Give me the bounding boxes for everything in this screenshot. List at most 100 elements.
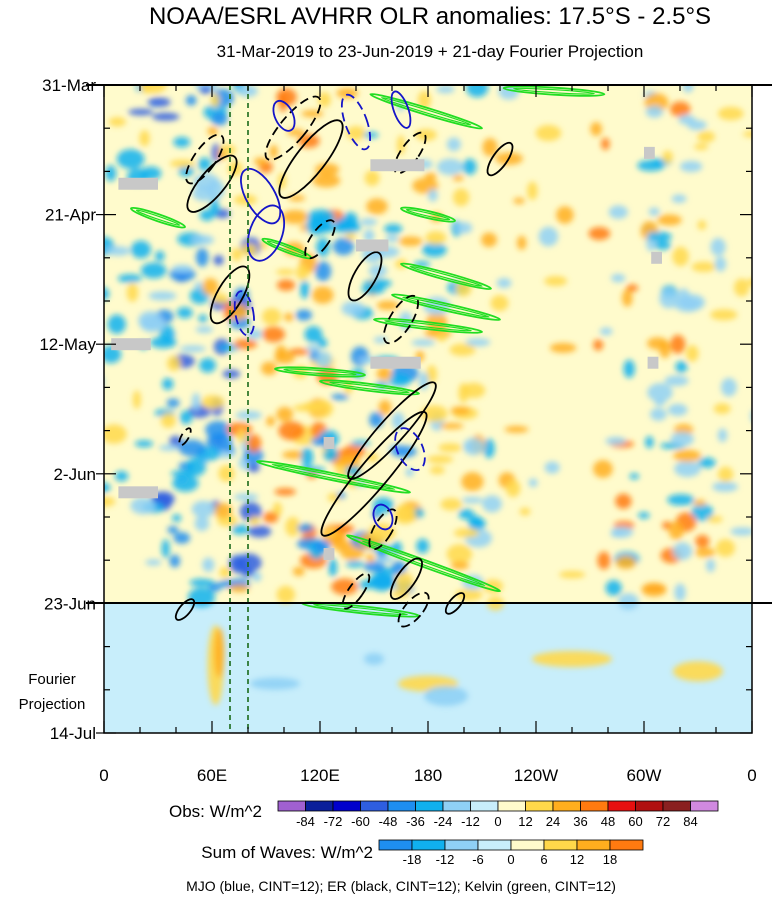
missing-data-patch — [323, 436, 335, 449]
anomaly-blob — [306, 344, 319, 352]
er-contour — [209, 265, 251, 325]
anomaly-blob — [218, 465, 235, 482]
obs-colorbar-cell — [415, 800, 444, 812]
anomaly-blob — [717, 106, 744, 121]
kelvin-contour-inner — [513, 87, 595, 95]
anomaly-blob — [706, 558, 716, 573]
anomaly-blob — [685, 345, 699, 362]
anomaly-blob — [176, 307, 193, 319]
obs-colorbar-label: Obs: W/m^2 — [169, 802, 262, 821]
anomaly-blob — [212, 502, 233, 518]
anomaly-blob — [151, 112, 180, 121]
anomaly-blob — [234, 493, 259, 501]
anomaly-blob — [747, 278, 752, 286]
anomaly-blob — [292, 566, 305, 577]
obs-colorbar-cell — [497, 800, 526, 812]
missing-data-patch — [651, 251, 662, 264]
anomaly-blob — [593, 339, 604, 351]
anomaly-blob — [145, 559, 162, 566]
anomaly-blob — [105, 165, 117, 182]
anomaly-blob — [482, 138, 498, 157]
anomaly-blob — [369, 412, 384, 428]
anomaly-blob — [104, 482, 111, 493]
anomaly-blob — [341, 301, 365, 317]
kelvin-contour — [502, 85, 606, 97]
anomaly-blob — [301, 110, 324, 118]
missing-data-patch — [647, 356, 659, 369]
anomaly-blob — [707, 515, 723, 523]
anomaly-blob — [657, 214, 682, 226]
kelvin-contour-inner — [361, 540, 486, 587]
anomaly-blob — [693, 499, 706, 506]
er-contour — [341, 572, 371, 610]
anomaly-blob — [288, 348, 310, 356]
anomaly-blob — [179, 345, 206, 353]
anomaly-blob — [130, 497, 156, 515]
anomaly-blob — [637, 512, 650, 519]
anomaly-blob — [710, 309, 738, 321]
waves-colorbar-label: Sum of Waves: W/m^2 — [201, 843, 373, 862]
anomaly-blob — [667, 403, 688, 416]
anomaly-blob — [247, 462, 260, 473]
anomaly-blob — [742, 130, 752, 138]
anomaly-blob — [544, 275, 568, 287]
anomaly-blob — [201, 395, 225, 410]
kelvin-contour — [130, 206, 186, 229]
anomaly-blob — [233, 338, 258, 350]
er-contour — [347, 381, 437, 480]
anomaly-blob — [395, 572, 414, 592]
anomaly-blob — [297, 523, 314, 533]
anomaly-blob — [332, 237, 355, 256]
anomaly-blob — [559, 570, 586, 579]
anomaly-blob — [675, 361, 688, 373]
obs-colorbar-cell — [360, 800, 389, 812]
x-tick-label: 120E — [300, 766, 340, 785]
anomaly-blob — [388, 373, 411, 387]
anomaly-blob — [140, 262, 167, 279]
anomaly-blob — [376, 366, 393, 381]
anomaly-blob — [285, 517, 301, 537]
anomaly-blob — [366, 198, 388, 215]
anomaly-blob — [130, 240, 151, 259]
anomaly-blob — [169, 554, 181, 568]
anomaly-blob — [670, 334, 686, 354]
anomaly-blob — [698, 457, 716, 468]
anomaly-blob — [228, 303, 248, 321]
anomaly-blob — [482, 495, 502, 513]
anomaly-blob — [295, 264, 309, 281]
anomaly-blob — [126, 282, 139, 302]
anomaly-blob — [676, 288, 691, 305]
anomaly-blob — [275, 269, 296, 276]
anomaly-blob — [368, 573, 396, 592]
anomaly-blob — [673, 449, 702, 463]
anomaly-blob — [393, 504, 417, 525]
anomaly-blob — [664, 375, 689, 387]
anomaly-blob — [715, 539, 736, 557]
projection-blob — [250, 677, 300, 690]
kelvin-contour — [373, 317, 483, 334]
er-contour — [264, 95, 322, 161]
anomaly-blob — [645, 105, 663, 118]
anomaly-blob — [721, 377, 737, 397]
anomaly-blob — [171, 264, 193, 273]
anomaly-blob — [278, 421, 305, 441]
x-axis: 0 60E 120E 180 120W 60W 0 — [99, 85, 757, 785]
anomaly-blob — [246, 328, 263, 340]
anomaly-blob — [191, 392, 201, 411]
x-tick-label: 60E — [197, 766, 227, 785]
anomaly-blob — [173, 136, 191, 148]
missing-data-patch — [370, 356, 421, 369]
anomaly-blob — [449, 343, 476, 356]
anomaly-blob — [438, 443, 463, 453]
anomaly-blob — [292, 404, 320, 412]
anomaly-blob — [132, 390, 141, 409]
anomaly-blob — [396, 135, 406, 155]
obs-colorbar-cell — [470, 800, 499, 812]
anomaly-blob — [453, 528, 479, 538]
anomaly-blob — [170, 470, 196, 477]
mjo-contour — [394, 427, 426, 472]
anomaly-blob — [104, 424, 127, 444]
anomaly-blob — [139, 130, 150, 147]
anomaly-blob — [333, 221, 362, 234]
kelvin-contour-inner — [271, 463, 396, 490]
